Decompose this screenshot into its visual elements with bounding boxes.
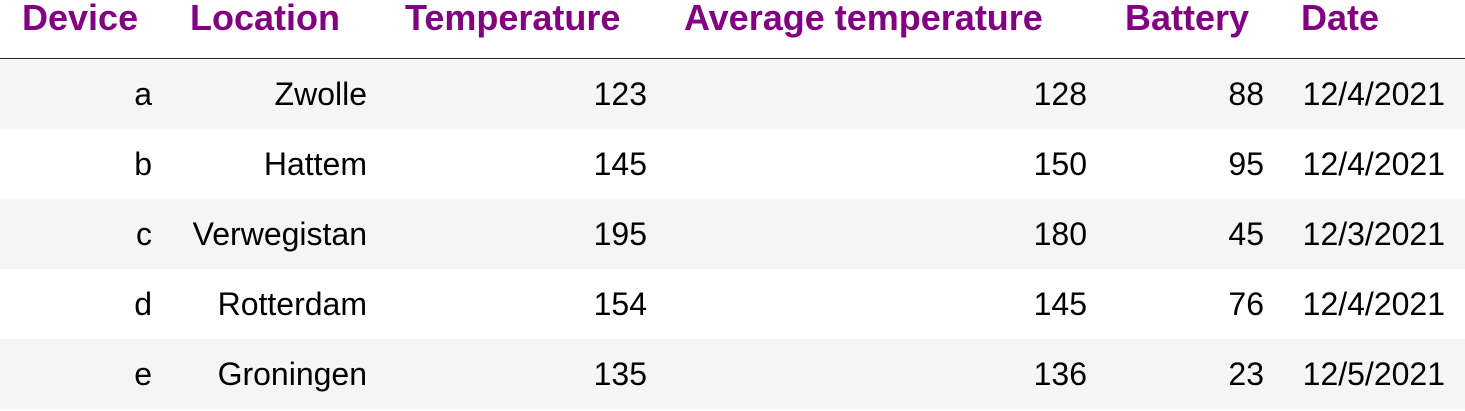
cell-date: 12/4/2021: [1273, 269, 1465, 339]
cell-average-temperature: 150: [655, 129, 1095, 199]
column-header-average-temperature: Average temperature: [655, 0, 1095, 59]
header-row: Device Location Temperature Average temp…: [0, 0, 1465, 59]
cell-temperature: 145: [375, 129, 655, 199]
cell-battery: 45: [1095, 199, 1273, 269]
cell-device: e: [0, 339, 170, 409]
cell-device: b: [0, 129, 170, 199]
cell-location: Zwolle: [170, 58, 375, 129]
cell-average-temperature: 136: [655, 339, 1095, 409]
cell-date: 12/5/2021: [1273, 339, 1465, 409]
cell-date: 12/3/2021: [1273, 199, 1465, 269]
cell-battery: 95: [1095, 129, 1273, 199]
cell-location: Groningen: [170, 339, 375, 409]
cell-location: Hattem: [170, 129, 375, 199]
cell-date: 12/4/2021: [1273, 58, 1465, 129]
table-row: b Hattem 145 150 95 12/4/2021: [0, 129, 1465, 199]
column-header-battery: Battery: [1095, 0, 1273, 59]
cell-battery: 76: [1095, 269, 1273, 339]
cell-device: d: [0, 269, 170, 339]
table-row: c Verwegistan 195 180 45 12/3/2021: [0, 199, 1465, 269]
cell-location: Rotterdam: [170, 269, 375, 339]
cell-temperature: 195: [375, 199, 655, 269]
table-body: a Zwolle 123 128 88 12/4/2021 b Hattem 1…: [0, 58, 1465, 409]
cell-battery: 23: [1095, 339, 1273, 409]
column-header-date: Date: [1273, 0, 1465, 59]
cell-temperature: 154: [375, 269, 655, 339]
cell-average-temperature: 180: [655, 199, 1095, 269]
cell-location: Verwegistan: [170, 199, 375, 269]
column-header-location: Location: [170, 0, 375, 59]
cell-date: 12/4/2021: [1273, 129, 1465, 199]
cell-device: a: [0, 58, 170, 129]
column-header-device: Device: [0, 0, 170, 59]
cell-average-temperature: 128: [655, 58, 1095, 129]
table-header: Device Location Temperature Average temp…: [0, 0, 1465, 59]
column-header-temperature: Temperature: [375, 0, 655, 59]
cell-device: c: [0, 199, 170, 269]
cell-average-temperature: 145: [655, 269, 1095, 339]
table-row: e Groningen 135 136 23 12/5/2021: [0, 339, 1465, 409]
table-row: d Rotterdam 154 145 76 12/4/2021: [0, 269, 1465, 339]
cell-battery: 88: [1095, 58, 1273, 129]
cell-temperature: 135: [375, 339, 655, 409]
table-row: a Zwolle 123 128 88 12/4/2021: [0, 58, 1465, 129]
cell-temperature: 123: [375, 58, 655, 129]
